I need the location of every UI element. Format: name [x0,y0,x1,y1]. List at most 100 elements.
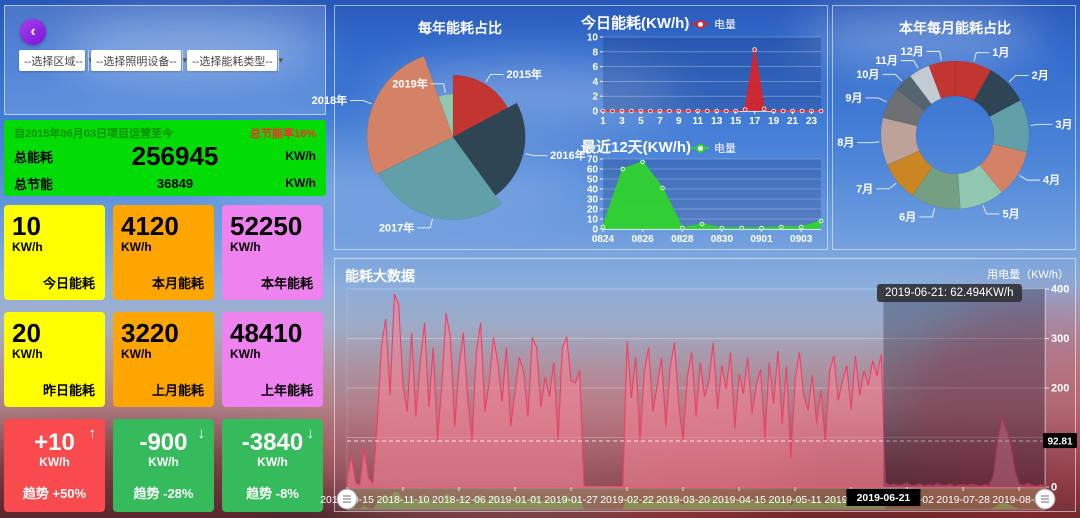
total-energy-label: 总能耗 [14,149,54,165]
yearly-pie-chart: 2015年 2016年 2017年 2018年 2019年 [312,55,586,234]
svg-text:2018-12-06: 2018-12-06 [432,494,486,506]
total-summary-panel: 自2015年06月03日项目运营至今 总节能率16% 总能耗 256945 KW… [4,120,326,196]
select-area[interactable]: --选择区域-- ▾ [19,50,93,71]
svg-text:2019-01-01: 2019-01-01 [488,494,542,506]
total-saving-label: 总节能 [14,176,54,192]
select-area-value: --选择区域-- [24,55,83,68]
card-value: -900 [139,429,188,456]
card-unit: KW/h [148,455,179,469]
select-energy-type-value: --选择能耗类型-- [192,55,273,68]
monthly-donut-title: 本年每月能耗占比 [899,20,1011,36]
energy-series[interactable] [346,293,1046,488]
svg-text:2019-03-20: 2019-03-20 [656,494,710,506]
svg-text:1月: 1月 [992,46,1009,59]
card-trend: 趋势 -28% [133,486,194,501]
svg-text:13: 13 [711,116,723,127]
back-button[interactable]: ‹ [20,19,46,45]
svg-text:12月: 12月 [900,45,923,58]
pie-slice-4月[interactable] [979,143,1028,193]
svg-text:0830: 0830 [711,234,734,245]
svg-text:4月: 4月 [1043,174,1060,187]
pie-slice-11月[interactable] [909,65,942,105]
svg-text:50: 50 [587,175,599,186]
pie-slice-2017年[interactable] [378,136,502,220]
pie-slice-9月[interactable] [882,88,925,127]
svg-text:11: 11 [692,116,703,127]
pie-slice-2016年[interactable] [452,102,526,196]
pie-slice-2019年[interactable] [438,93,454,138]
card-last-year-energy[interactable]: 48410 KW/h 上年能耗 [222,312,323,407]
card-month-energy[interactable]: 4120 KW/h 本月能耗 [113,205,214,300]
card-unit: KW/h [121,240,152,255]
datazoom-handle-right[interactable] [1034,488,1056,510]
svg-text:2016年: 2016年 [550,148,585,162]
last12-legend[interactable]: 电量 [691,140,736,156]
card-trend-day[interactable]: ↑ +10 KW/h 趋势 +50% [4,419,105,512]
total-energy-unit: KW/h [285,149,316,163]
chevron-down-icon: ▾ [181,50,187,71]
svg-text:0901: 0901 [750,234,773,245]
select-lighting-device-value: --选择照明设备-- [96,55,177,68]
energy-big-chart: 020030040092.812018-10-152018-11-102018-… [320,284,1077,511]
svg-text:9月: 9月 [845,91,862,104]
svg-text:6: 6 [592,62,598,73]
pie-slice-5月[interactable] [957,164,1003,210]
pie-slice-10月[interactable] [896,75,932,112]
card-value: 4120 [121,211,179,241]
card-label: 昨日能耗 [42,383,95,398]
svg-text:0: 0 [592,107,598,118]
svg-text:40: 40 [587,185,599,196]
middle-charts-panel: 每年能耗占比 2015年 2016年 2017年 2018年 2019年 今日能耗(KW… [312,5,828,250]
select-lighting-device[interactable]: --选择照明设备-- ▾ [91,50,187,71]
arrow-down-icon: ↓ [197,425,206,442]
pie-slice-2018年[interactable] [366,55,454,175]
card-trend-year[interactable]: ↓ -3840 KW/h 趋势 -8% [222,419,323,512]
card-today-energy[interactable]: 10 KW/h 今日能耗 [4,205,105,300]
legend-label: 电量 [714,19,736,31]
svg-text:2019-02-22: 2019-02-22 [600,494,654,506]
card-unit: KW/h [12,347,43,362]
pie-slice-3月[interactable] [989,99,1030,153]
svg-text:8月: 8月 [837,136,854,149]
today-legend[interactable]: 电量 [691,16,736,32]
svg-text:11月: 11月 [875,54,898,67]
monthly-donut-panel: 本年每月能耗占比 1月 2月 3月 4月 5月 6月 7月 8月 9月 10月 11月 12月 [832,5,1076,250]
card-trend-month[interactable]: ↓ -900 KW/h 趋势 -28% [113,419,214,512]
legend-line-icon [691,19,709,29]
datazoom-handle-left[interactable] [336,488,358,510]
select-energy-type[interactable]: --选择能耗类型-- ▾ [187,50,283,71]
legend-line-icon [691,143,709,153]
svg-text:92.81: 92.81 [1047,437,1072,448]
svg-text:2018-11-10: 2018-11-10 [377,494,430,506]
svg-text:3月: 3月 [1055,118,1072,131]
chevron-down-icon: ▾ [277,50,283,71]
svg-text:2019-06-21: 2019-06-21 [857,492,911,504]
svg-text:23: 23 [806,116,818,127]
card-yesterday-energy[interactable]: 20 KW/h 昨日能耗 [4,312,105,407]
card-year-energy[interactable]: 52250 KW/h 本年能耗 [222,205,323,300]
total-saving-value: 36849 [156,175,194,191]
svg-text:6月: 6月 [899,210,916,223]
svg-text:2019-01-27: 2019-01-27 [544,494,598,506]
card-value: 52250 [230,211,303,241]
card-unit: KW/h [257,455,288,469]
svg-text:10: 10 [587,215,599,226]
svg-text:400: 400 [1051,284,1069,296]
svg-text:7: 7 [657,116,663,127]
card-unit: KW/h [121,347,152,362]
big-chart-axis-name: 用电量（KW/h） [987,269,1069,281]
card-value: 3220 [121,318,179,348]
pie-slice-2015年[interactable] [452,74,508,138]
card-value: 20 [12,318,41,348]
card-last-month-energy[interactable]: 3220 KW/h 上月能耗 [113,312,214,407]
svg-text:2018年: 2018年 [312,93,347,107]
arrow-down-icon: ↓ [306,425,315,442]
chart-tooltip: 2019-06-21: 62.494KW/h [877,284,1022,302]
svg-text:2019-04-15: 2019-04-15 [712,494,766,506]
svg-text:2月: 2月 [1032,69,1049,82]
svg-text:4: 4 [592,77,598,88]
svg-text:2017年: 2017年 [379,220,414,234]
pie-slice-12月[interactable] [928,60,956,99]
